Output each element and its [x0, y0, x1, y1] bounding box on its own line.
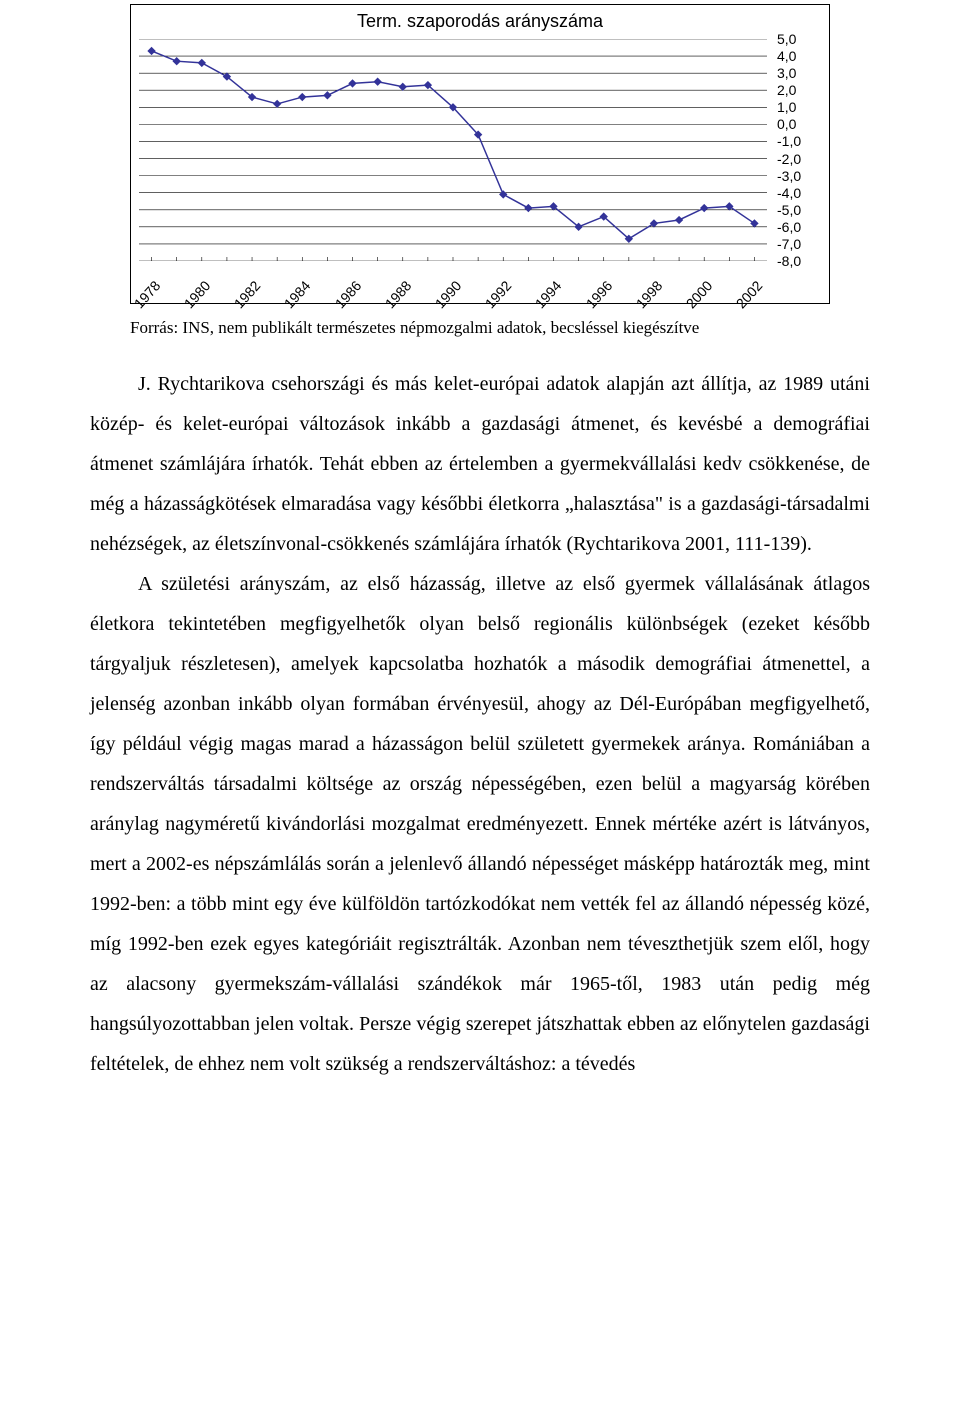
x-tick-label: 1982 [231, 278, 264, 312]
y-tick-label: 1,0 [777, 99, 796, 115]
y-tick-label: -7,0 [777, 236, 801, 252]
x-tick-label: 1998 [633, 278, 666, 312]
x-tick-label: 1990 [432, 278, 465, 312]
x-tick-label: 1986 [331, 278, 364, 312]
y-tick-label: -2,0 [777, 151, 801, 167]
x-tick-label: 2002 [733, 278, 766, 312]
y-tick-label: -4,0 [777, 185, 801, 201]
y-tick-label: 5,0 [777, 31, 796, 47]
x-tick-label: 1994 [532, 278, 565, 312]
x-tick-label: 1978 [130, 278, 163, 312]
x-tick-label: 1980 [181, 278, 214, 312]
y-tick-label: -6,0 [777, 219, 801, 235]
x-tick-label: 1988 [381, 278, 414, 312]
chart-x-axis: 1978198019821984198619881990199219941996… [139, 263, 767, 303]
body-paragraph-2: A születési arányszám, az első házasság,… [90, 564, 870, 1084]
x-tick-label: 1992 [482, 278, 515, 312]
x-tick-label: 1996 [582, 278, 615, 312]
y-tick-label: -5,0 [777, 202, 801, 218]
y-tick-label: 4,0 [777, 48, 796, 64]
chart-source-line: Forrás: INS, nem publikált természetes n… [130, 318, 870, 338]
y-tick-label: 3,0 [777, 65, 796, 81]
body-paragraph-1: J. Rychtarikova csehországi és más kelet… [90, 364, 870, 564]
x-tick-label: 2000 [683, 278, 716, 312]
chart-title: Term. szaporodás arányszáma [131, 5, 829, 34]
y-tick-label: 0,0 [777, 116, 796, 132]
chart-container: Term. szaporodás arányszáma 5,04,03,02,0… [130, 4, 830, 304]
chart-plot-area [139, 39, 767, 261]
chart-y-axis: 5,04,03,02,01,00,0-1,0-2,0-3,0-4,0-5,0-6… [771, 39, 825, 261]
chart-svg [139, 39, 767, 261]
y-tick-label: -3,0 [777, 168, 801, 184]
y-tick-label: -1,0 [777, 133, 801, 149]
y-tick-label: -8,0 [777, 253, 801, 269]
y-tick-label: 2,0 [777, 82, 796, 98]
x-tick-label: 1984 [281, 278, 314, 312]
